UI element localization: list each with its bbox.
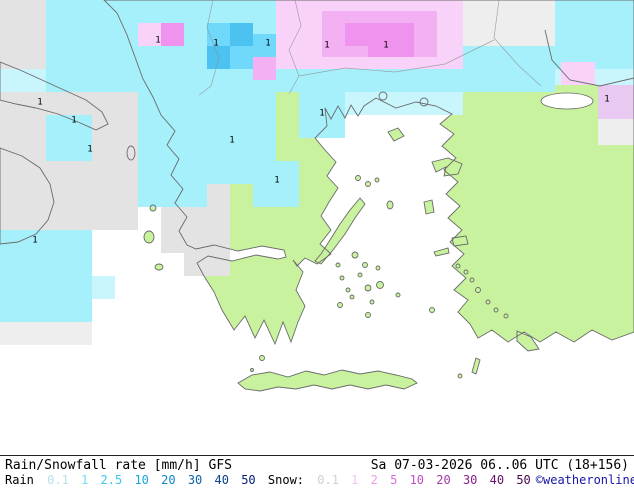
precip-value-label: 1	[229, 135, 235, 146]
copyright-link[interactable]: ©weatheronline.co.uk	[535, 473, 634, 487]
snow-scale-value: 50	[516, 473, 531, 487]
precipitation-map: 1 1 1 1 1 1 1 1 1 1 1 1 1	[0, 0, 634, 392]
precip-value-label: 1	[37, 97, 43, 108]
black-sea-coast	[544, 29, 634, 87]
map-datetime: Sa 07-03-2026 06..06 UTC (18+156)	[370, 458, 629, 473]
precip-value-label: 1	[32, 235, 38, 246]
precip-value-label: 1	[319, 108, 325, 119]
rain-scale-value: 50	[241, 473, 256, 487]
legend-scale-row: Rain 0.1 1 2.5 10 20 30 40 50 Snow: 0.1 …	[0, 473, 634, 488]
country-borders	[198, 0, 542, 96]
snow-scale-value: 5	[390, 473, 398, 487]
precip-value-label: 1	[383, 40, 389, 51]
rain-scale-value: 2.5	[100, 473, 123, 487]
precip-value-label: 1	[324, 40, 330, 51]
sea-of-marmara	[540, 92, 594, 110]
precip-value-label: 1	[604, 94, 610, 105]
snow-scale-label: Snow:	[267, 473, 305, 487]
precip-value-label: 1	[87, 144, 93, 155]
map-canvas	[0, 0, 634, 392]
legend-bar: Rain/Snowfall rate [mm/h] GFS Sa 07-03-2…	[0, 455, 634, 490]
rain-scale-label: Rain	[5, 473, 34, 487]
map-title: Rain/Snowfall rate [mm/h] GFS	[5, 458, 232, 473]
precip-value-label: 1	[274, 175, 280, 186]
rain-scale-value: 40	[214, 473, 229, 487]
rain-scale-value: 0.1	[47, 473, 69, 487]
rain-scale-value: 1	[81, 473, 89, 487]
rain-scale-value: 10	[134, 473, 149, 487]
snow-scale-value: 1	[351, 473, 359, 487]
snow-scale-value: 2	[370, 473, 378, 487]
precipitation-cells	[0, 0, 634, 345]
snow-scale-value: 10	[409, 473, 425, 487]
snow-scale-value: 30	[462, 473, 478, 487]
precip-value-label: 1	[213, 38, 219, 49]
snow-scale-value: 40	[489, 473, 505, 487]
precip-value-label: 1	[265, 38, 271, 49]
rain-scale-value: 20	[161, 473, 176, 487]
precip-value-label: 1	[155, 35, 161, 46]
precip-scale: Rain 0.1 1 2.5 10 20 30 40 50 Snow: 0.1 …	[5, 473, 536, 488]
snow-scale-value: 20	[436, 473, 451, 487]
snow-scale-value: 0.1	[317, 473, 339, 487]
legend-title-row: Rain/Snowfall rate [mm/h] GFS Sa 07-03-2…	[0, 456, 634, 473]
precip-value-label: 1	[71, 115, 77, 126]
rain-scale-value: 30	[187, 473, 203, 487]
